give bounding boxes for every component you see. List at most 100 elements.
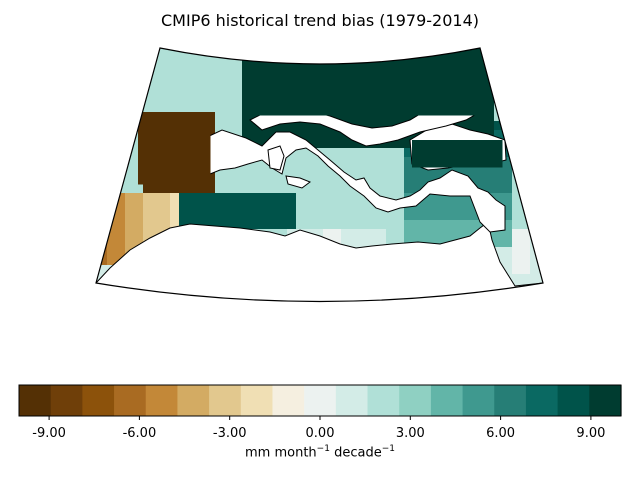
map-cell: [404, 175, 414, 185]
map-cell: [476, 49, 486, 59]
map-cell: [242, 76, 252, 86]
map-cell: [304, 88, 314, 98]
map-cell: [152, 220, 162, 230]
map-cell: [512, 265, 522, 275]
map-cell: [161, 67, 171, 77]
map-cell: [448, 140, 458, 150]
map-cell: [125, 175, 135, 185]
map-cell: [107, 238, 117, 248]
map-cell: [242, 202, 252, 212]
map-cell: [224, 85, 234, 95]
map-cell: [201, 166, 211, 176]
map-cell: [376, 88, 386, 98]
map-cell: [359, 202, 369, 212]
map-cell: [358, 106, 368, 116]
map-cell: [296, 202, 306, 212]
map-cell: [152, 67, 162, 77]
map-cell: [359, 121, 369, 131]
map-cell: [421, 106, 431, 116]
map-cell: [332, 130, 342, 140]
map-cell: [376, 97, 386, 107]
map-cell: [530, 265, 540, 275]
map-cell: [197, 67, 207, 77]
map-cell: [138, 121, 148, 131]
map-cell: [242, 85, 252, 95]
map-cell: [143, 211, 153, 221]
map-cell: [192, 175, 202, 185]
map-cell: [431, 202, 441, 212]
map-cell: [503, 184, 513, 194]
map-cell: [413, 202, 423, 212]
map-cell: [305, 166, 315, 176]
map-cell: [305, 130, 315, 140]
map-cell: [125, 229, 135, 239]
map-cell: [368, 166, 378, 176]
colorbar-block: [335, 385, 369, 416]
map-cell: [440, 193, 450, 203]
map-cell: [430, 106, 440, 116]
map-cell: [413, 175, 423, 185]
map-cell: [295, 106, 305, 116]
map-cell: [233, 58, 243, 68]
map-cell: [170, 184, 180, 194]
map-cell: [466, 106, 476, 116]
map-cell: [475, 106, 485, 116]
map-title: CMIP6 historical trend bias (1979-2014): [161, 11, 479, 30]
map-cell: [183, 166, 193, 176]
map-cell: [192, 148, 202, 158]
map-cell: [268, 79, 278, 89]
map-cell: [503, 211, 513, 221]
map-cell: [421, 140, 431, 150]
map-cell: [367, 97, 377, 107]
map-cell: [521, 274, 531, 284]
colorbar-tick-label: 0.00: [306, 426, 335, 440]
map-cell: [314, 184, 324, 194]
map-cell: [466, 79, 476, 89]
map-cell: [287, 184, 297, 194]
map-cell: [206, 112, 216, 122]
map-cell: [439, 97, 449, 107]
map-cell: [332, 184, 342, 194]
map-cell: [440, 58, 450, 68]
map-cell: [521, 229, 531, 239]
map-cell: [512, 247, 522, 257]
map-cell: [439, 106, 449, 116]
map-cell: [233, 193, 243, 203]
colorbar-tick-label: -3.00: [213, 426, 247, 440]
map-cell: [394, 106, 404, 116]
map-cell: [242, 130, 252, 140]
map-cell: [224, 58, 234, 68]
map-cell: [331, 88, 341, 98]
map-cell: [233, 85, 243, 95]
map-cell: [349, 88, 359, 98]
map-cell: [188, 58, 198, 68]
map-cell: [183, 148, 193, 158]
map-cell: [421, 88, 431, 98]
map-cell: [233, 166, 243, 176]
map-cell: [116, 238, 126, 248]
map-cell: [430, 149, 440, 159]
map-cell: [485, 103, 495, 113]
colorbar-block: [399, 385, 432, 416]
map-cell: [467, 121, 477, 131]
map-cell: [260, 130, 270, 140]
map-cell: [341, 238, 351, 248]
map-cell: [386, 220, 396, 230]
map-cell: [466, 70, 476, 80]
map-cell: [350, 202, 360, 212]
map-cell: [147, 121, 157, 131]
map-cell: [403, 79, 413, 89]
map-cell: [206, 121, 216, 131]
map-cell: [403, 88, 413, 98]
map-cell: [224, 211, 234, 221]
map-cell: [242, 193, 252, 203]
map-cell: [503, 265, 513, 275]
map-cell: [233, 211, 243, 221]
map-cell: [323, 148, 333, 158]
map-cell: [165, 157, 175, 167]
map-cell: [170, 67, 180, 77]
map-cell: [143, 220, 153, 230]
map-cell: [188, 202, 198, 212]
map-cell: [156, 130, 166, 140]
map-cell: [314, 193, 324, 203]
